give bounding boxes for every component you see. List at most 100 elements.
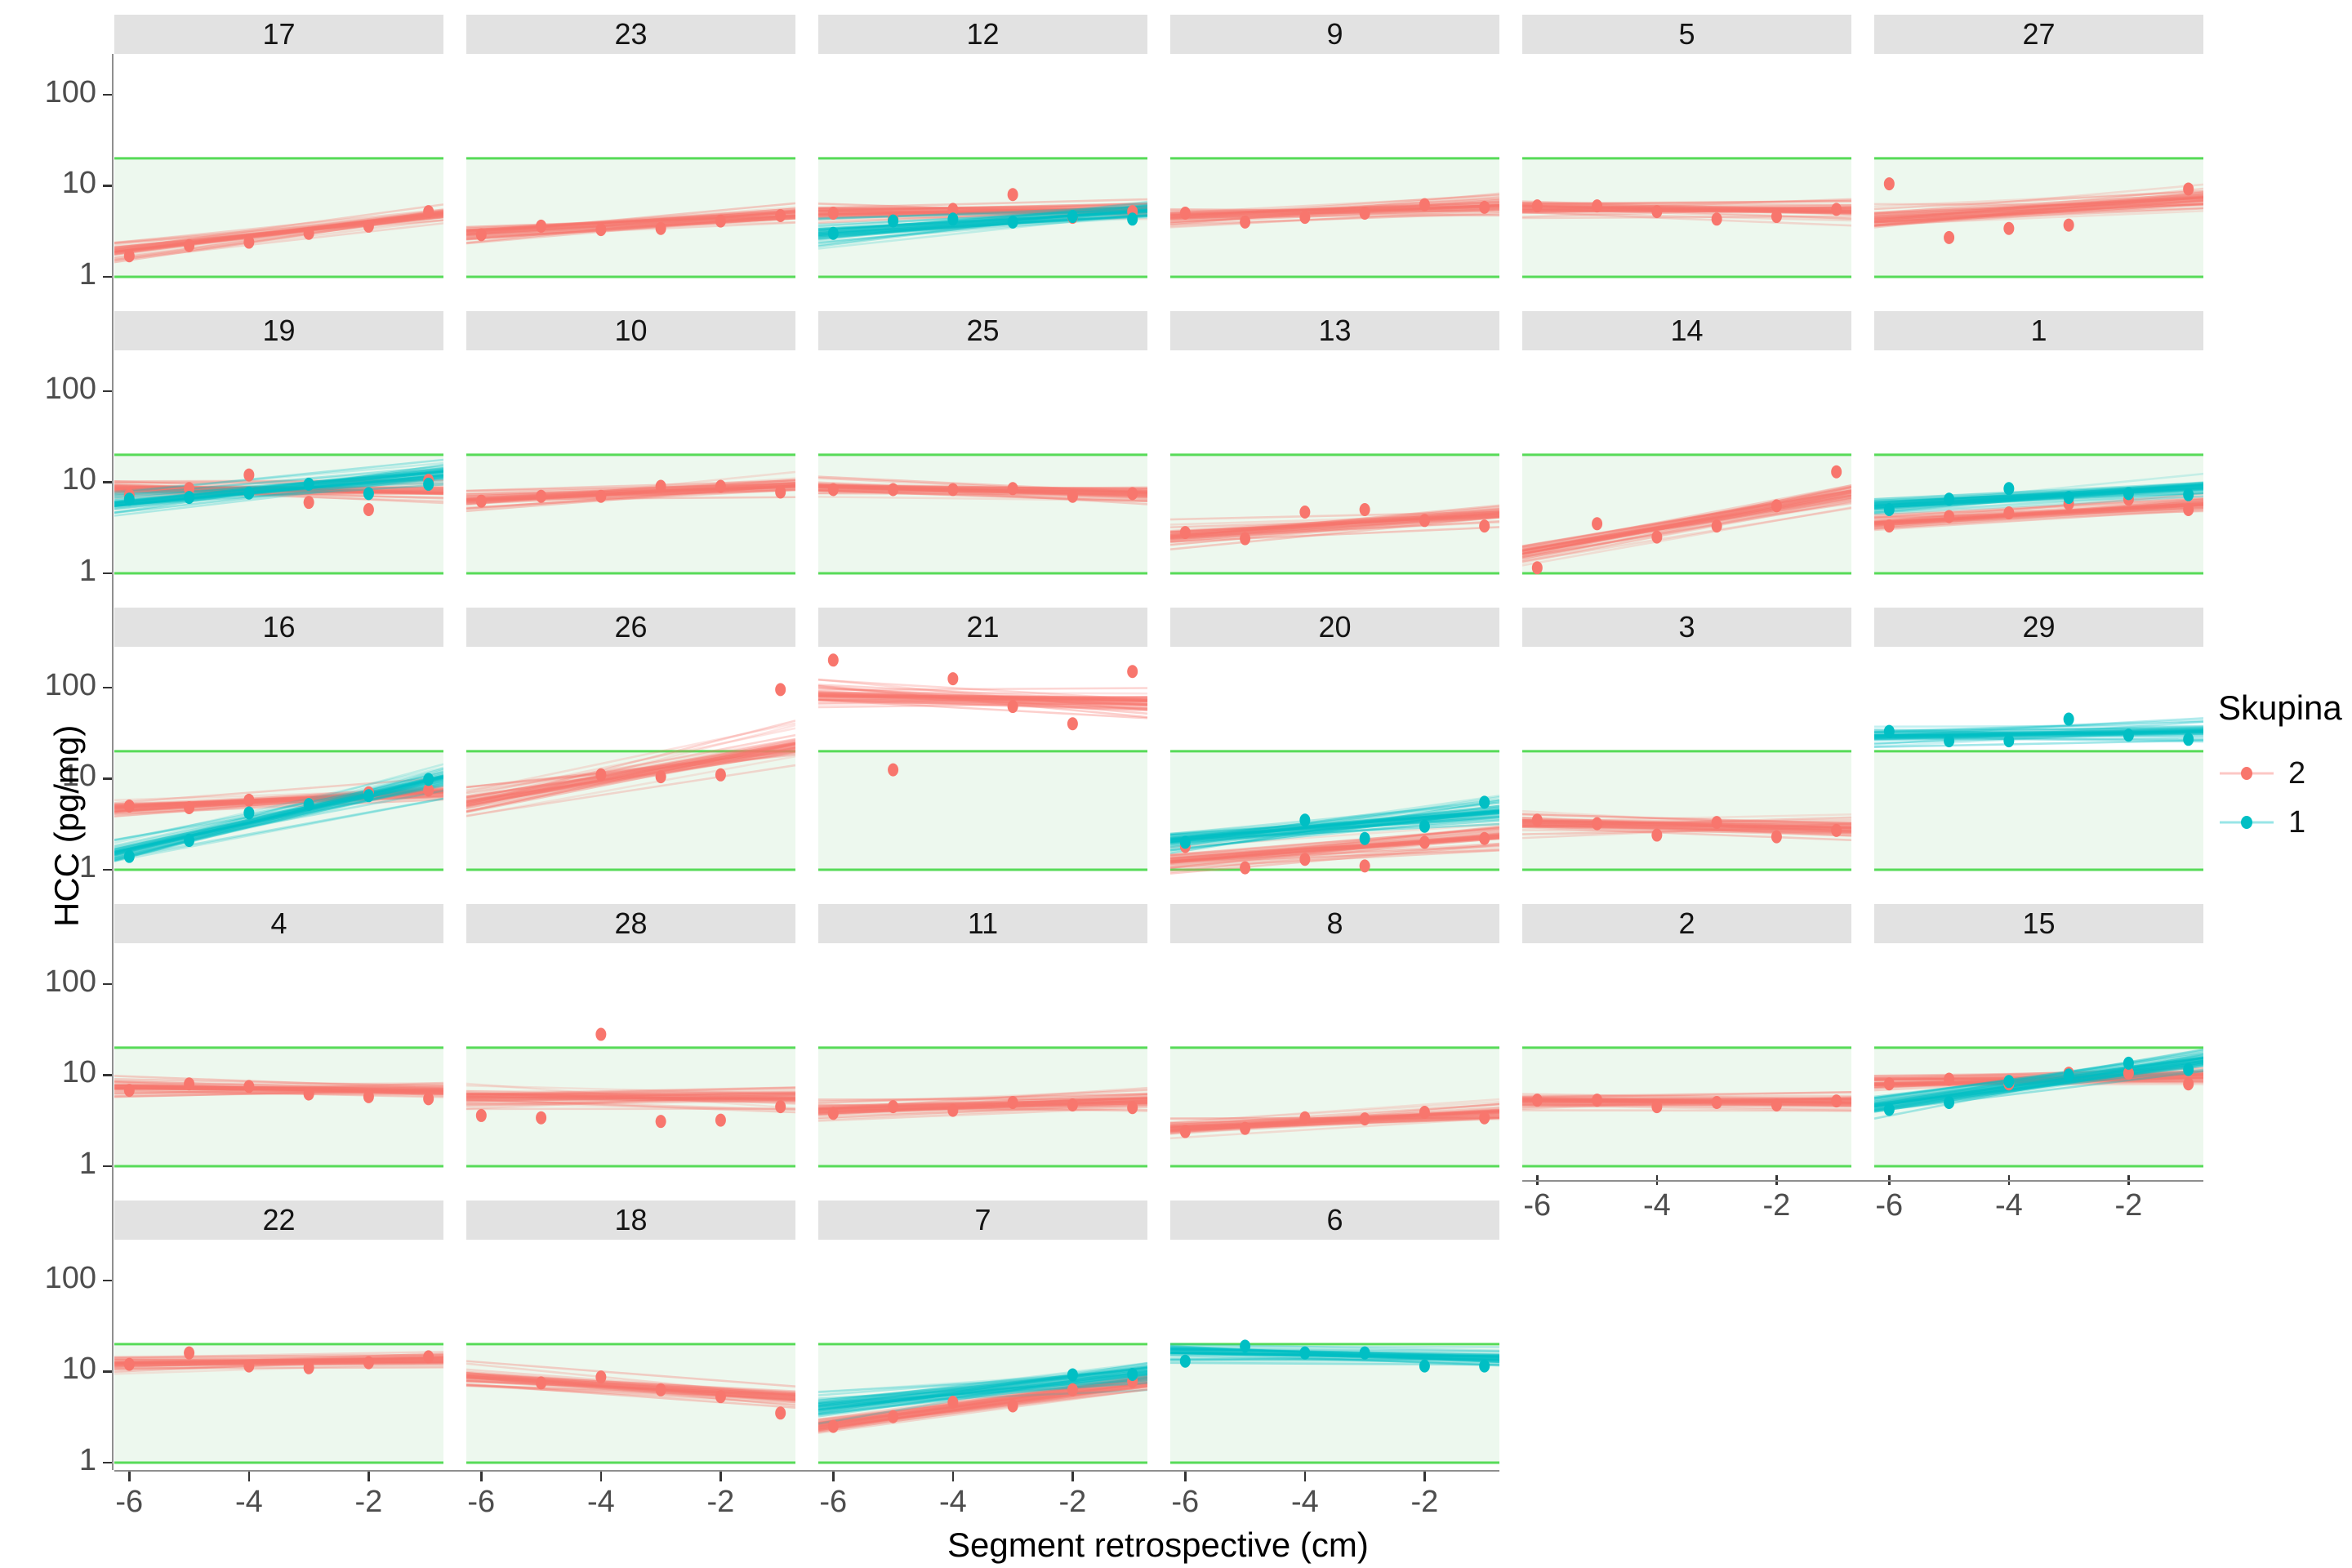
trend-line-group-2 (114, 787, 443, 809)
trend-line-group-2 (818, 691, 1147, 700)
data-point-group-2 (475, 228, 487, 242)
data-point-group-2 (1531, 1094, 1543, 1107)
trend-line-group-2 (466, 210, 795, 232)
trend-line-group-2 (818, 209, 1147, 218)
trend-line-group-1 (114, 768, 443, 851)
trend-line-group-2 (818, 489, 1147, 494)
trend-line-group-2 (114, 1085, 443, 1089)
y-tick-label: 10 (61, 1352, 96, 1387)
trend-line-group-2 (114, 490, 443, 499)
trend-line-group-1 (1874, 1057, 2203, 1108)
trend-line-group-2 (1874, 1072, 2203, 1092)
reference-band (818, 454, 1147, 573)
trend-line-group-2 (1170, 516, 1499, 540)
trend-line-group-1 (1874, 481, 2203, 509)
trend-line-group-2 (466, 1375, 795, 1394)
trend-line-group-2 (466, 1383, 795, 1401)
data-point-group-1 (1944, 1096, 1955, 1110)
trend-line-group-2 (1170, 513, 1499, 541)
trend-line-group-1 (1874, 1061, 2203, 1107)
trend-line-group-2 (1522, 1100, 1851, 1106)
trend-line-group-2 (1170, 512, 1499, 544)
trend-line-group-2 (1170, 1100, 1499, 1124)
trend-line-group-1 (1874, 483, 2203, 510)
trend-line-group-2 (114, 790, 443, 813)
data-point-group-2 (2183, 182, 2194, 196)
trend-line-group-2 (114, 219, 443, 245)
trend-line-group-2 (1522, 1099, 1851, 1103)
trend-line-group-2 (818, 485, 1147, 492)
facet-panel-22 (114, 1240, 443, 1470)
trend-line-group-1 (1874, 488, 2203, 509)
trend-line-group-2 (1874, 1073, 2203, 1079)
trend-line-group-2 (466, 213, 795, 245)
trend-line-group-2 (1170, 1109, 1499, 1129)
trend-line-group-1 (1170, 809, 1499, 839)
trend-line-group-2 (114, 789, 443, 813)
trend-line-group-2 (1170, 826, 1499, 856)
trend-line-group-1 (1874, 717, 2203, 737)
data-point-group-2 (1711, 519, 1722, 533)
data-point-group-2 (1479, 1111, 1490, 1125)
data-point-group-2 (655, 221, 666, 235)
trend-line-group-2 (114, 215, 443, 260)
trend-line-group-2 (114, 1363, 443, 1366)
data-point-group-2 (1127, 1101, 1138, 1115)
trend-line-group-1 (1170, 804, 1499, 842)
trend-line-group-2 (466, 1371, 795, 1404)
trend-line-group-1 (114, 782, 443, 841)
trend-line-group-1 (1874, 1053, 2203, 1099)
trend-line-group-2 (1522, 1098, 1851, 1103)
trend-line-group-2 (1522, 489, 1851, 548)
trend-line-group-2 (114, 213, 443, 253)
trend-line-group-2 (114, 791, 443, 809)
y-tick-mark (103, 1279, 113, 1282)
data-point-group-2 (184, 1077, 195, 1091)
trend-line-group-2 (818, 484, 1147, 491)
trend-line-group-2 (466, 737, 795, 795)
data-point-group-1 (1479, 1359, 1490, 1373)
trend-line-group-2 (114, 776, 443, 804)
trend-line-group-2 (1522, 819, 1851, 833)
trend-line-group-1 (818, 207, 1147, 228)
trend-line-group-2 (818, 1102, 1147, 1120)
trend-line-group-1 (1170, 812, 1499, 835)
data-point-group-2 (1067, 717, 1078, 731)
legend-item-2: 2 (2218, 749, 2342, 798)
x-axis-line-bottom-row (114, 1470, 1499, 1472)
trend-line-group-2 (466, 751, 795, 806)
trend-line-group-1 (818, 1365, 1147, 1407)
trend-line-group-2 (1522, 825, 1851, 835)
trend-line-group-2 (1874, 191, 2203, 222)
trend-line-group-2 (818, 693, 1147, 700)
trend-line-group-2 (466, 484, 795, 510)
trend-line-group-1 (114, 778, 443, 857)
trend-line-group-2 (114, 1085, 443, 1094)
trend-line-group-2 (1170, 204, 1499, 216)
trend-line-group-2 (1170, 1113, 1499, 1133)
trend-line-group-1 (1170, 1343, 1499, 1352)
data-point-group-2 (1944, 230, 1955, 244)
trend-line-group-2 (1522, 818, 1851, 829)
trend-line-group-2 (1522, 207, 1851, 212)
trend-line-group-1 (114, 467, 443, 504)
trend-line-group-2 (1874, 200, 2203, 224)
trend-line-group-2 (818, 1385, 1147, 1430)
trend-line-group-2 (114, 791, 443, 807)
trend-line-group-2 (1170, 844, 1499, 863)
trend-line-group-1 (114, 773, 443, 855)
trend-line-group-2 (466, 742, 795, 808)
data-point-group-2 (947, 203, 959, 216)
trend-line-group-2 (114, 215, 443, 244)
facet-strip-5: 5 (1522, 15, 1851, 54)
trend-line-group-1 (114, 776, 443, 862)
trend-line-group-2 (114, 790, 443, 810)
trend-line-group-1 (1170, 1348, 1499, 1356)
trend-line-group-2 (1170, 1110, 1499, 1132)
trend-line-group-2 (818, 1098, 1147, 1112)
trend-line-group-2 (114, 1086, 443, 1090)
y-tick-mark (103, 777, 113, 780)
trend-line-group-2 (1170, 201, 1499, 220)
trend-line-group-2 (818, 697, 1147, 706)
data-point-group-2 (1359, 1112, 1370, 1126)
